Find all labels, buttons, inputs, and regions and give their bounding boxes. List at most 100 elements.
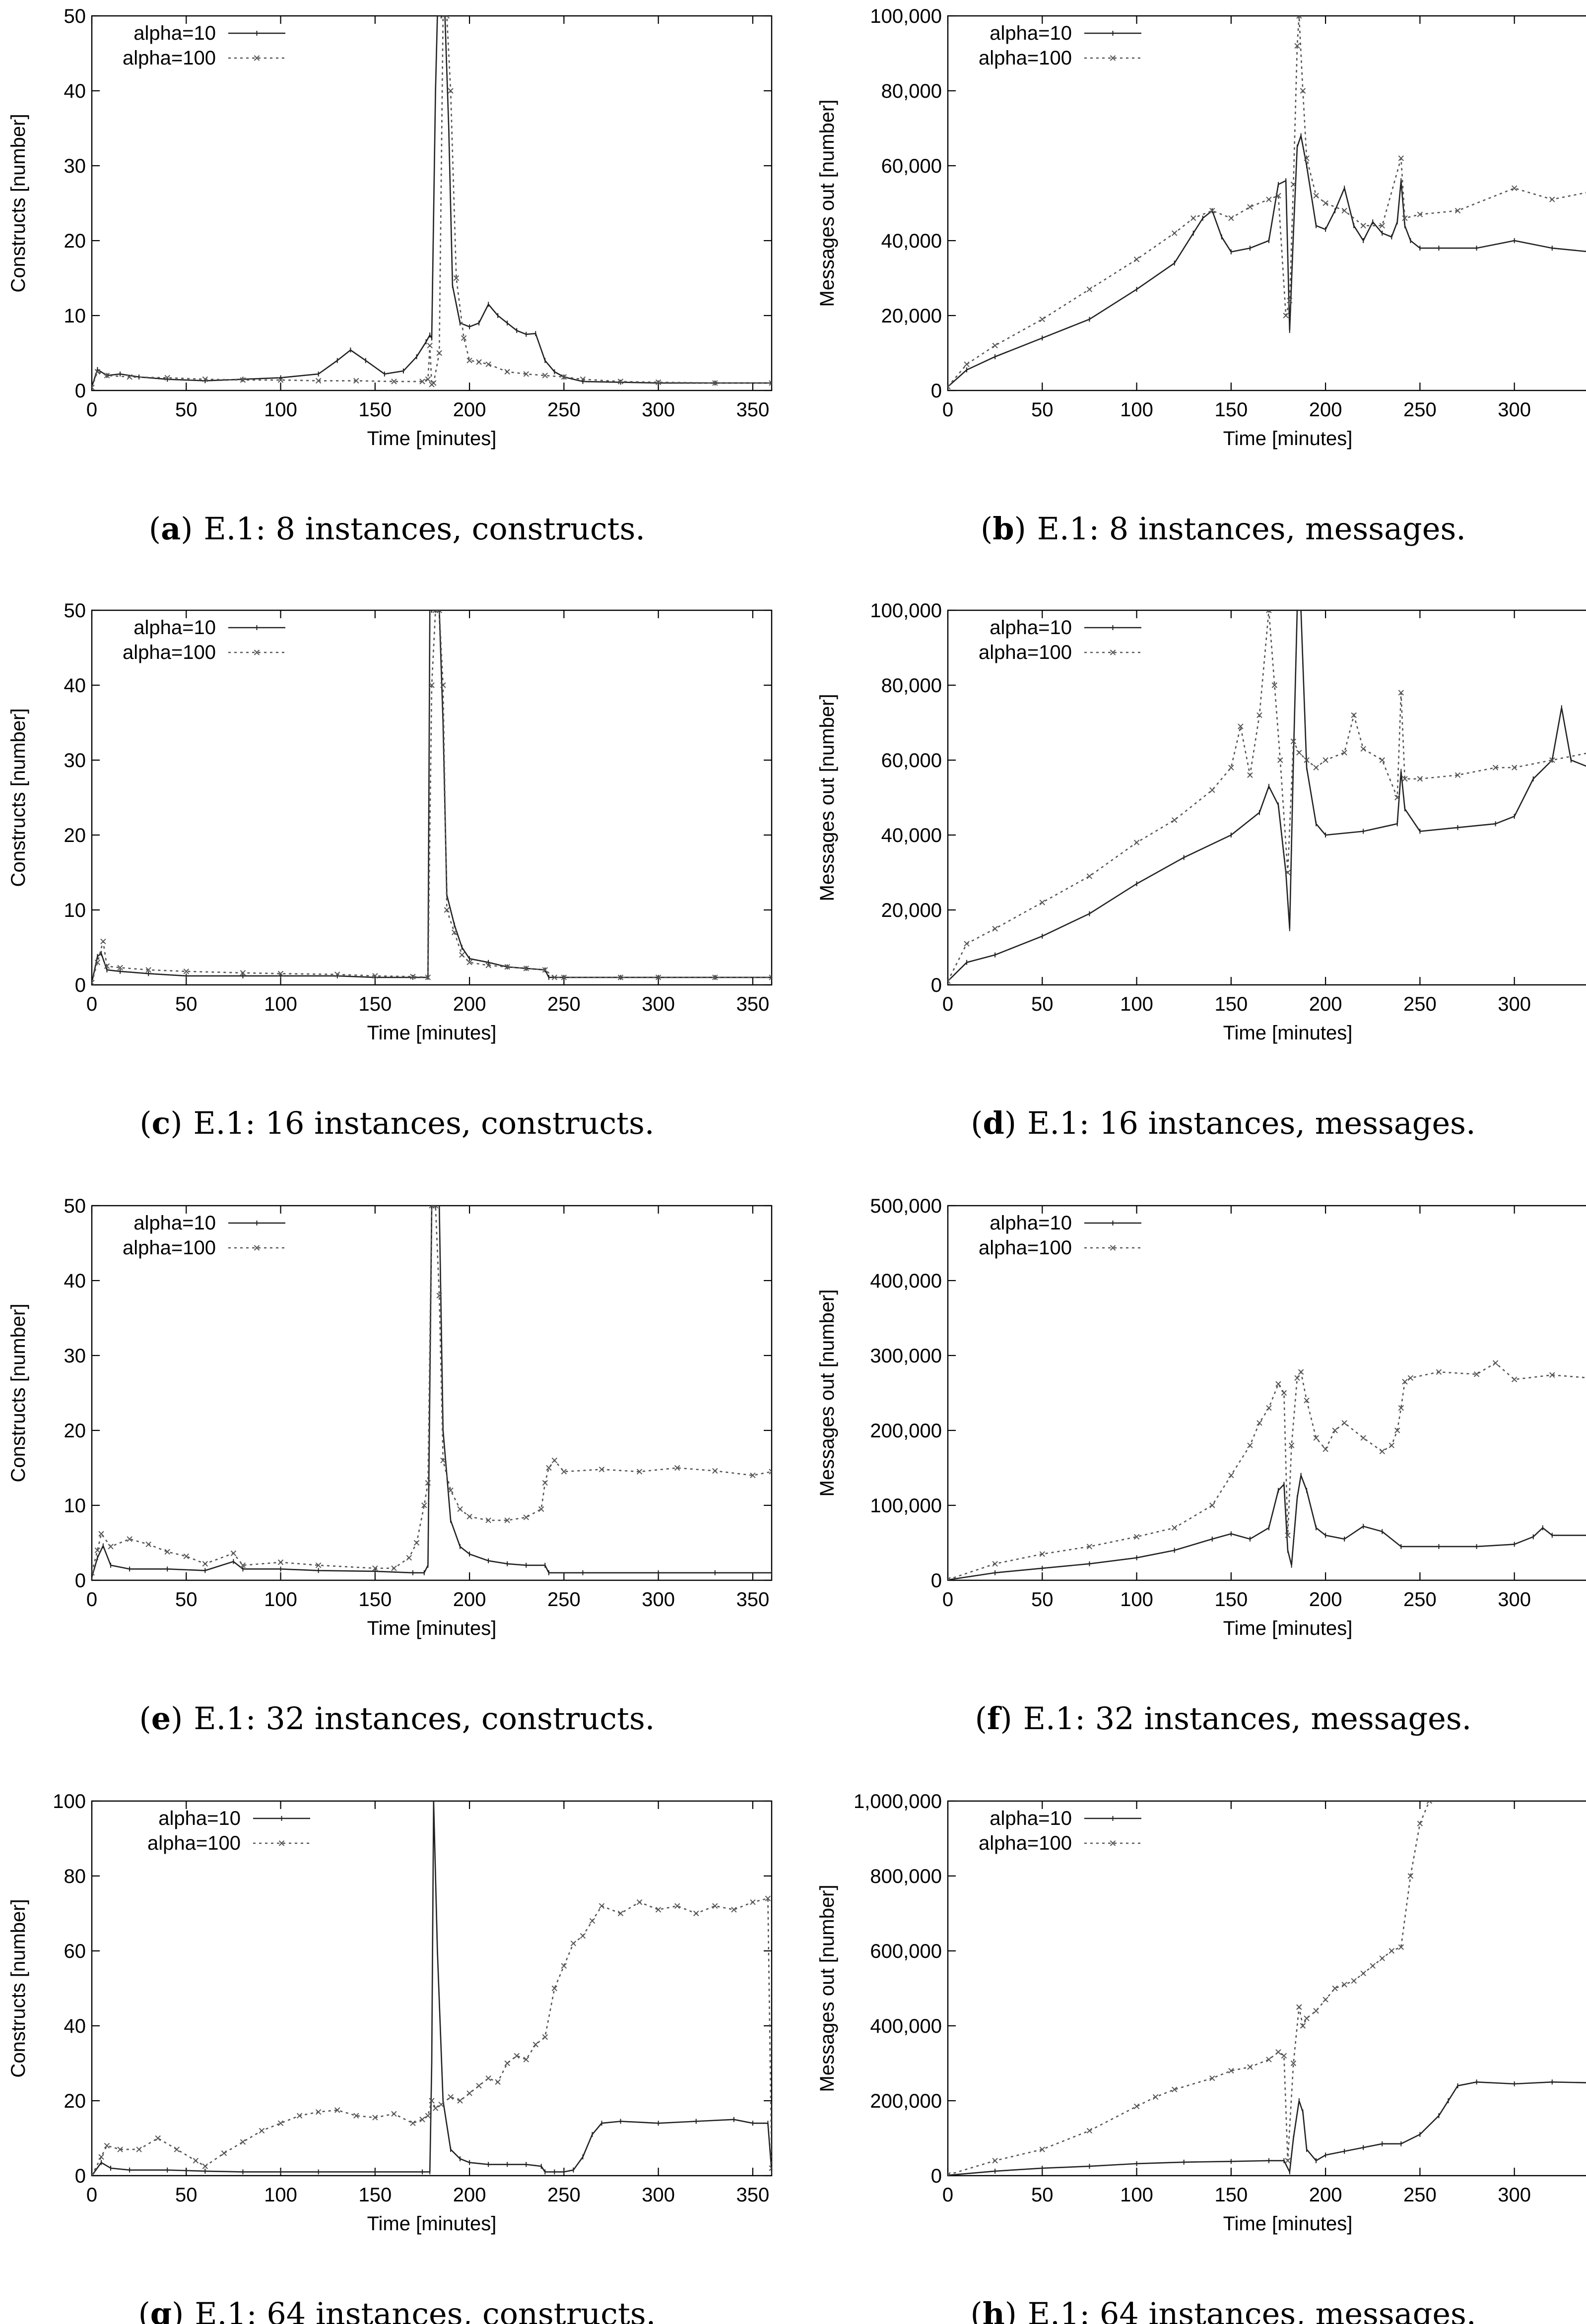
y-tick-label: 0 (931, 380, 942, 402)
data-point (391, 1565, 397, 1571)
data-point (750, 1899, 756, 1905)
data-point (1266, 1405, 1272, 1411)
x-tick-label: 300 (642, 993, 675, 1015)
data-point (1039, 316, 1045, 323)
data-point (164, 1549, 170, 1555)
data-point (1398, 155, 1404, 161)
data-point (1322, 1446, 1328, 1452)
data-point (1351, 712, 1357, 718)
data-point (769, 380, 772, 386)
data-point (504, 369, 510, 375)
x-tick-label: 50 (1031, 993, 1054, 1015)
data-point (1228, 2067, 1234, 2074)
series-line-alpha100 (948, 1801, 1430, 2176)
data-point (514, 2053, 520, 2059)
data-point (485, 1517, 491, 1523)
caption-open-paren: ( (975, 1700, 987, 1737)
x-tick-label: 300 (1498, 993, 1531, 1015)
caption-text: E.1: 32 instances, constructs. (194, 1700, 655, 1737)
subfigure-caption: (b) E.1: 8 instances, messages. (981, 511, 1466, 547)
data-point (1039, 2146, 1045, 2152)
data-point (1171, 1525, 1178, 1531)
data-point (523, 2057, 529, 2063)
data-point (296, 2113, 303, 2119)
y-tick-label: 20,000 (881, 900, 942, 921)
x-tick-label: 300 (642, 1589, 675, 1611)
data-point (1133, 839, 1140, 845)
caption-open-paren: ( (139, 1700, 151, 1737)
data-point (1313, 193, 1319, 199)
y-tick-label: 10 (64, 1495, 86, 1517)
data-point (1511, 765, 1518, 771)
y-tick-label: 0 (75, 974, 86, 996)
data-point (1454, 207, 1461, 214)
chart-a: 0 50 100 150 200 250 300 350 0 10 20 30 40 50 Time [mi… (7, 5, 773, 547)
x-tick-label: 300 (1498, 2184, 1531, 2206)
data-point (1290, 738, 1297, 744)
y-axis-title: Messages out [number] (816, 1290, 838, 1497)
data-point (1379, 1955, 1385, 1961)
legend-marker (1110, 1245, 1116, 1251)
data-point (617, 379, 624, 385)
data-point (1304, 757, 1310, 763)
data-point (1287, 298, 1293, 304)
data-point (277, 377, 284, 383)
legend-marker (1110, 649, 1116, 655)
data-point (674, 1903, 680, 1909)
data-point (1296, 16, 1302, 19)
data-point (183, 968, 189, 974)
data-point (1379, 1448, 1385, 1454)
series-markers (948, 16, 1555, 390)
data-point (202, 2163, 208, 2169)
data-point (485, 2075, 491, 2081)
data-point (94, 959, 101, 966)
data-point (1332, 1427, 1338, 1433)
data-point (1300, 88, 1306, 94)
data-point (1351, 1978, 1357, 1984)
y-tick-label: 200,000 (870, 1420, 942, 1442)
data-point (174, 2146, 180, 2152)
y-tick-label: 600,000 (870, 1940, 942, 1962)
data-point (1171, 230, 1178, 236)
data-point (100, 938, 106, 945)
data-point (438, 2101, 444, 2108)
legend-label: alpha=100 (123, 642, 216, 663)
legend-label: alpha=100 (979, 1237, 1072, 1259)
data-point (712, 1468, 718, 1474)
data-point (427, 342, 433, 349)
data-point (1133, 257, 1140, 262)
data-point (580, 376, 586, 383)
data-point (476, 2083, 482, 2089)
data-point (1271, 682, 1278, 688)
data-point (765, 1895, 771, 1902)
data-point (413, 1540, 420, 1546)
y-tick-label: 30 (64, 1345, 86, 1367)
data-point (315, 2109, 322, 2115)
data-point (164, 375, 170, 381)
x-tick-label: 200 (1309, 1589, 1342, 1611)
series-markers (948, 1360, 1555, 1580)
y-tick-label: 40,000 (881, 230, 942, 252)
data-point (1549, 1372, 1555, 1378)
subfigure-caption: (h) E.1: 64 instances, messages. (970, 2296, 1476, 2324)
data-point (183, 1553, 189, 1559)
y-tick-label: 20 (64, 1420, 86, 1442)
x-tick-label: 200 (453, 399, 486, 421)
chart-g: 0 50 100 150 200 250 300 350 0 20 40 60 80 100 Time [m… (7, 1791, 773, 2324)
y-tick-label: 100,000 (870, 1495, 942, 1517)
data-point (1275, 1381, 1281, 1387)
data-point (1209, 2075, 1215, 2081)
x-tick-label: 250 (547, 1589, 581, 1611)
x-tick-label: 350 (736, 2184, 770, 2206)
data-point (372, 2115, 378, 2121)
legend-label: alpha=100 (147, 1832, 241, 1854)
y-tick-label: 0 (75, 2165, 86, 2187)
x-tick-label: 100 (264, 1589, 297, 1611)
data-point (712, 380, 718, 386)
data-point (202, 376, 208, 383)
y-tick-label: 100,000 (870, 600, 942, 622)
data-point (948, 1577, 951, 1580)
y-tick-label: 1,000,000 (854, 1791, 942, 1812)
data-point (1398, 1944, 1404, 1950)
x-tick-label: 100 (1120, 2184, 1153, 2206)
